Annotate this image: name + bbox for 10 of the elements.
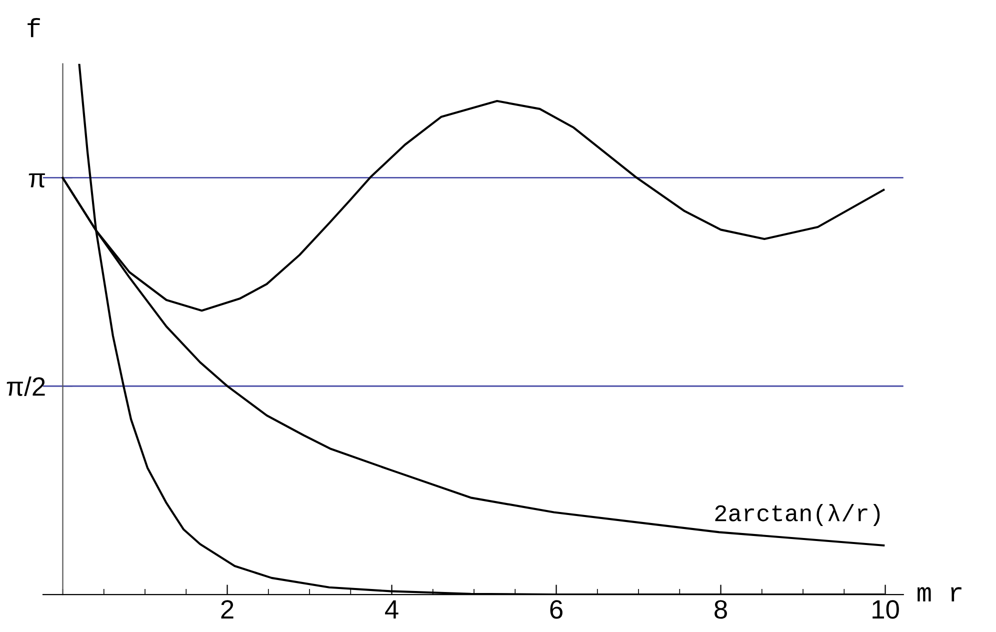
series-label: 2arctan(λ/r) xyxy=(715,504,880,526)
x-tick-label: 2 xyxy=(221,600,234,619)
y-tick-label: π xyxy=(28,173,45,188)
x-tick-label: 4 xyxy=(385,600,398,619)
y-axis-title: f xyxy=(28,18,40,38)
x-tick-label: 10 xyxy=(872,600,899,619)
x-tick-label: 6 xyxy=(550,600,562,619)
y-tick-label: π/2 xyxy=(6,376,45,396)
x-axis-title: m r xyxy=(918,587,962,602)
x-tick-label: 8 xyxy=(714,600,727,619)
